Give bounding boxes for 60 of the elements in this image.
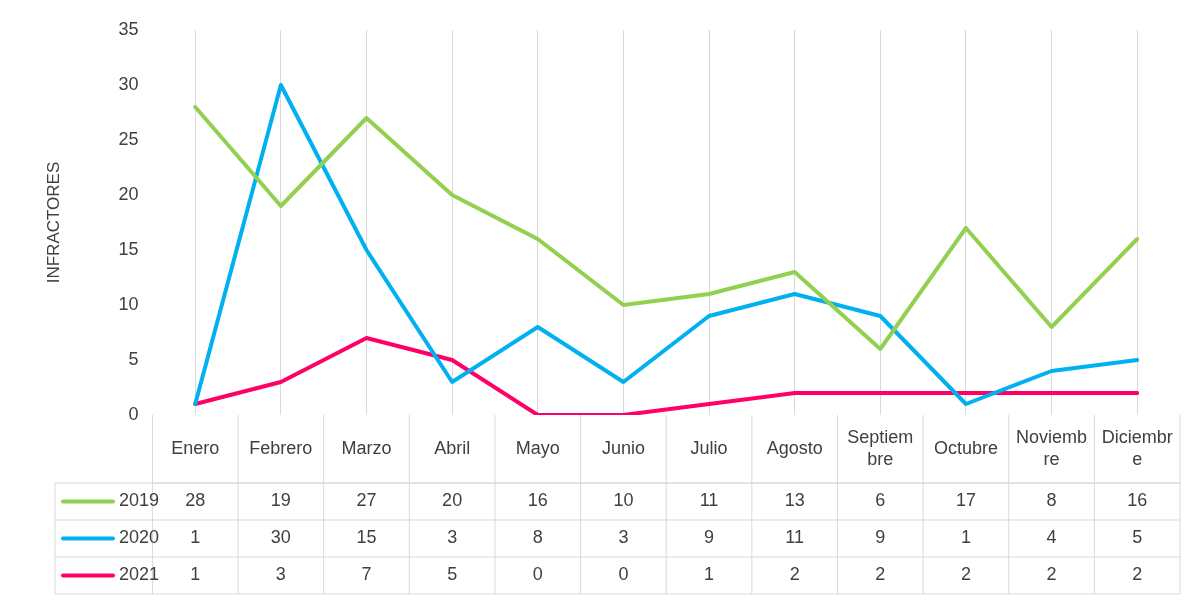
x-tick-label: Julio (690, 437, 728, 458)
y-axis-title: INFRACTORES (43, 161, 63, 284)
data-label: 2 (1132, 564, 1143, 585)
data-label: 6 (875, 490, 886, 511)
data-label: 5 (1132, 527, 1143, 548)
legend-label: 2019 (119, 490, 160, 511)
data-label: 0 (532, 564, 543, 585)
x-tick-label: Agosto (766, 437, 823, 458)
x-tick-label: Abril (434, 437, 471, 458)
data-label: 10 (613, 490, 634, 511)
data-label: 2 (1046, 564, 1057, 585)
x-tick-label: Febrero (249, 437, 313, 458)
data-label: 20 (442, 490, 463, 511)
y-tick-label: 10 (118, 293, 139, 314)
y-tick-label: 15 (118, 238, 139, 259)
data-label: 2 (960, 564, 971, 585)
data-label: 15 (356, 527, 377, 548)
y-tick-label: 35 (118, 18, 139, 39)
data-label: 3 (447, 527, 458, 548)
data-label: 8 (1046, 490, 1057, 511)
data-label: 2 (875, 564, 886, 585)
data-label: 3 (618, 527, 629, 548)
x-tick-label: Octubre (933, 437, 998, 458)
data-label: 0 (618, 564, 629, 585)
data-label: 17 (955, 490, 976, 511)
data-label: 16 (1127, 490, 1148, 511)
y-tick-label: 5 (128, 348, 139, 369)
x-tick-label: Septiembre (847, 426, 914, 469)
x-tick-label: Noviembre (1016, 426, 1088, 469)
data-label: 1 (704, 564, 715, 585)
legend-label: 2020 (119, 527, 160, 548)
y-tick-label: 25 (118, 128, 139, 149)
data-label: 4 (1046, 527, 1057, 548)
x-tick-label: Enero (171, 437, 220, 458)
data-label: 9 (875, 527, 886, 548)
x-tick-label: Marzo (341, 437, 392, 458)
data-label: 11 (785, 527, 804, 548)
data-label: 19 (270, 490, 291, 511)
data-label: 9 (704, 527, 715, 548)
data-label: 16 (527, 490, 548, 511)
data-label: 7 (361, 564, 372, 585)
data-label: 1 (190, 527, 201, 548)
data-label: 5 (447, 564, 458, 585)
y-tick-label: 0 (128, 403, 139, 424)
x-tick-label: Junio (601, 437, 645, 458)
data-label: 2 (789, 564, 800, 585)
x-tick-label: Mayo (515, 437, 560, 458)
data-label: 27 (356, 490, 377, 511)
y-tick-label: 20 (118, 183, 139, 204)
data-label: 3 (275, 564, 286, 585)
data-label: 28 (185, 490, 206, 511)
data-label: 30 (270, 527, 291, 548)
data-label: 1 (190, 564, 201, 585)
data-label: 11 (699, 490, 719, 511)
data-label: 1 (960, 527, 971, 548)
y-tick-label: 30 (118, 73, 139, 94)
x-tick-label: Diciembre (1101, 426, 1173, 469)
data-label: 8 (532, 527, 543, 548)
legend-label: 2021 (119, 564, 160, 585)
data-label: 13 (784, 490, 805, 511)
